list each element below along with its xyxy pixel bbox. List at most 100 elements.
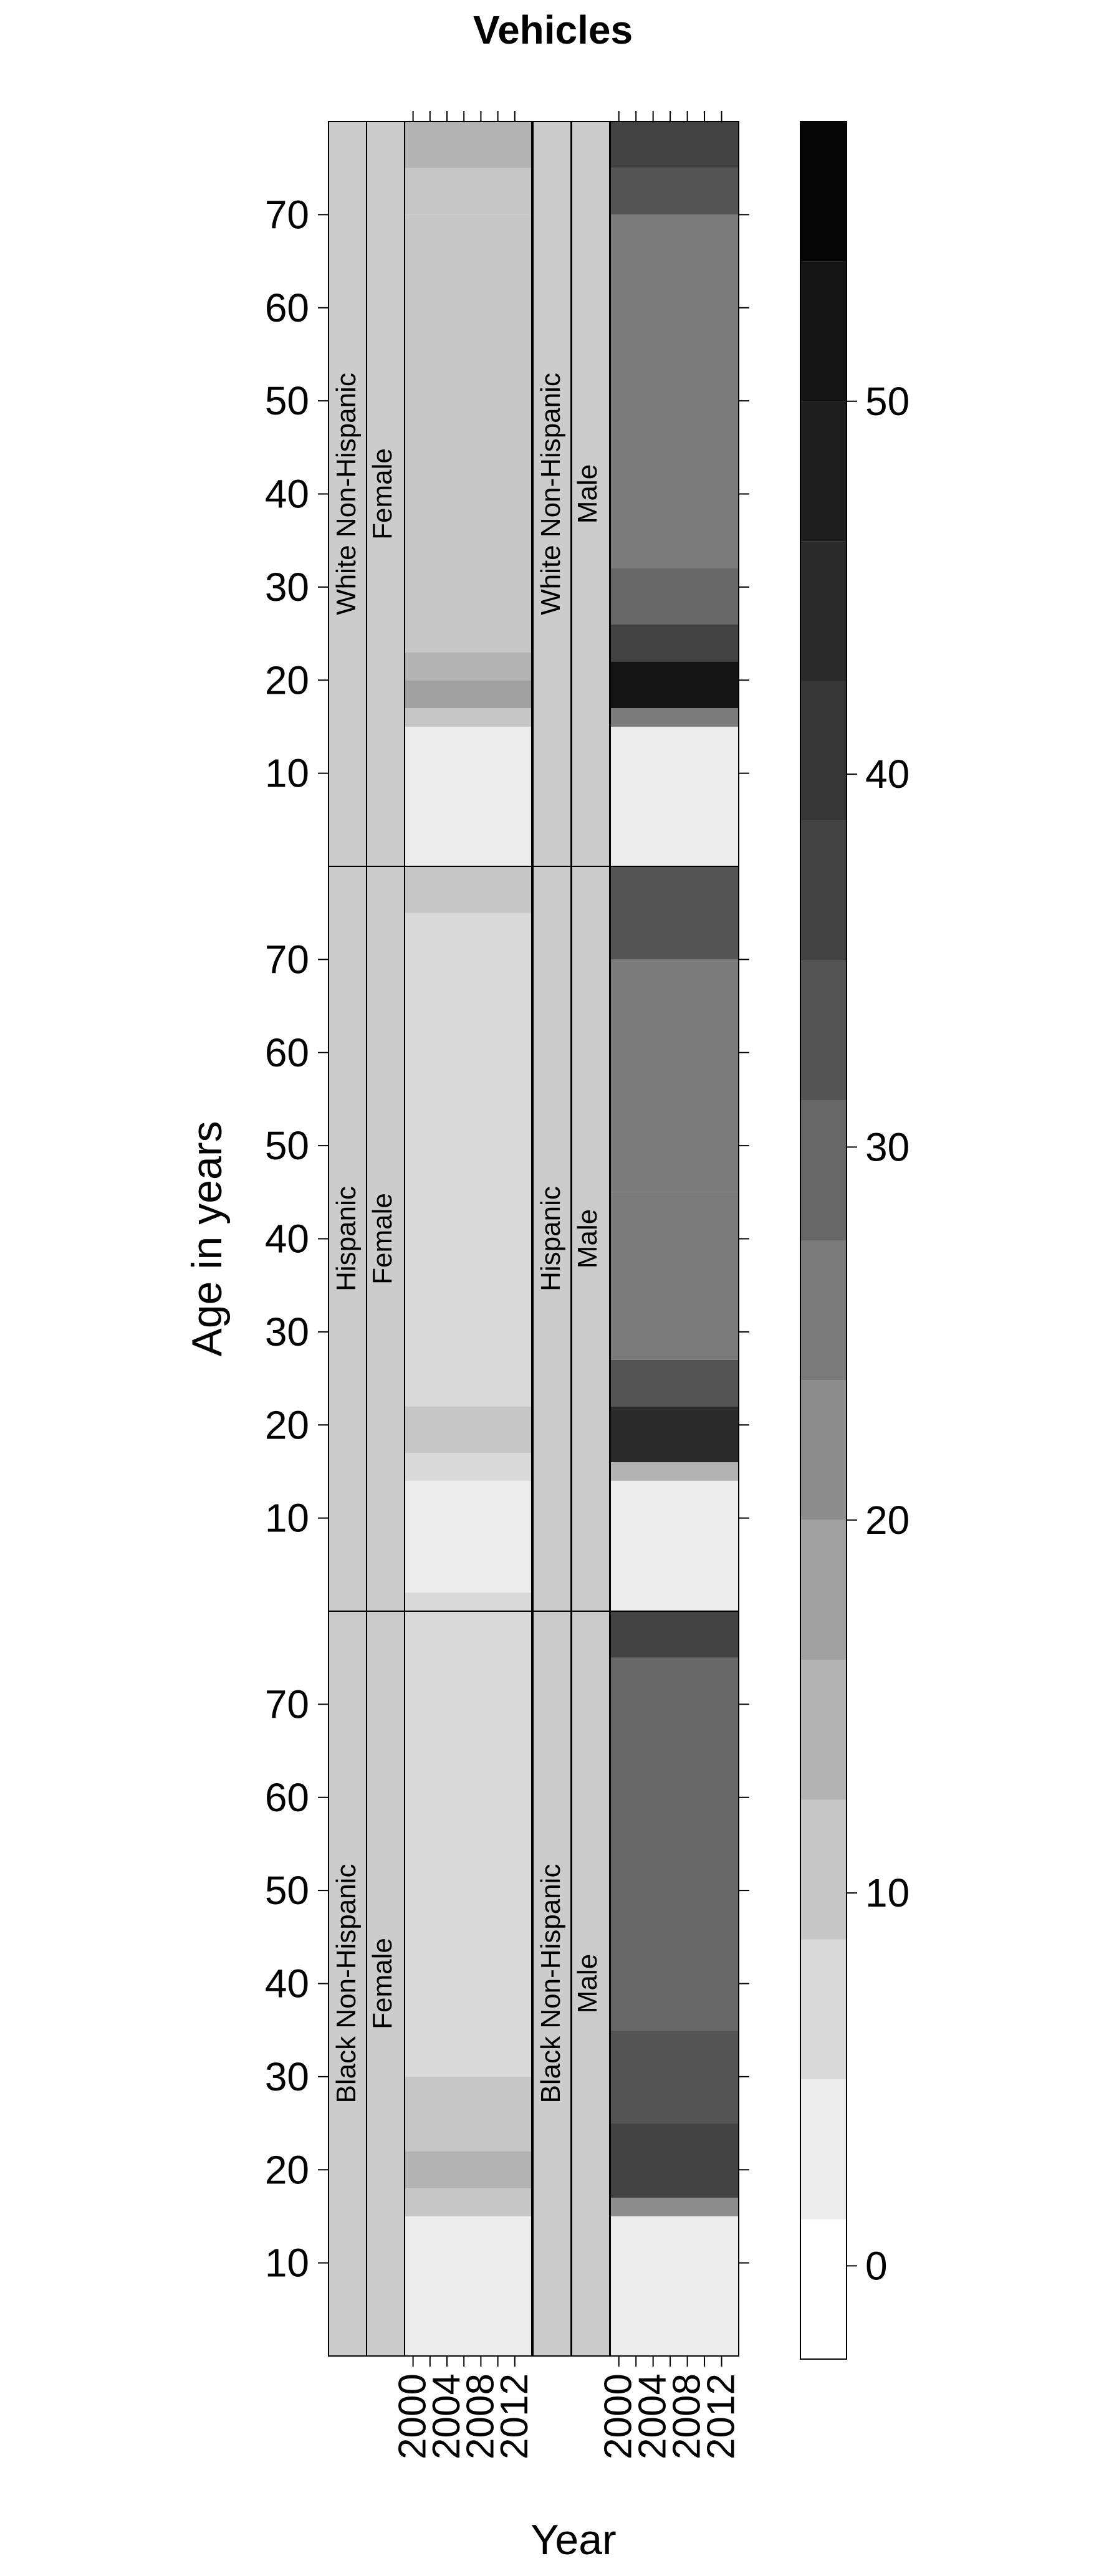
- strip-label-sex: Male: [572, 1209, 603, 1268]
- y-tick-label: 20: [265, 2147, 309, 2192]
- heat-cell: [610, 708, 739, 727]
- colorbar-border: [800, 121, 847, 2360]
- heat-cell: [610, 1657, 739, 2031]
- heat-cell: [405, 652, 532, 681]
- colorbar-tick-label: 20: [865, 1498, 910, 1543]
- heat-cell: [405, 2337, 532, 2356]
- y-tick-label: 10: [265, 2241, 309, 2286]
- strip-label-ethnicity: White Non-Hispanic: [535, 373, 566, 615]
- panel: White Non-Hispanic Female: [328, 121, 532, 867]
- colorbar-swatch: [800, 2079, 847, 2219]
- panel: Hispanic Male: [532, 866, 739, 1612]
- heat-cell: [610, 2030, 739, 2124]
- chart-title: Vehicles: [473, 7, 633, 52]
- panel: Hispanic Female: [328, 866, 532, 1612]
- heat-cell: [610, 1406, 739, 1462]
- heat-cell: [405, 1611, 532, 2077]
- strip-label-sex: Male: [572, 464, 603, 524]
- strip-ethnicity: [328, 1611, 367, 2357]
- y-tick-label: 10: [265, 1496, 309, 1541]
- panel: Black Non-Hispanic Female: [328, 1611, 532, 2357]
- strip-sex: [366, 1611, 405, 2357]
- panel-border: [404, 1611, 532, 2357]
- colorbar-tick-label: 10: [865, 1870, 910, 1915]
- heat-cell: [610, 168, 739, 215]
- y-tick-label: 70: [265, 192, 309, 237]
- y-tick-label: 20: [265, 658, 309, 702]
- colorbar-swatch: [800, 261, 847, 401]
- colorbar-swatch: [800, 1799, 847, 1940]
- x-tick-label: 2000: [597, 2373, 640, 2459]
- heat-cell: [610, 1192, 739, 1360]
- heat-cell: [610, 2123, 739, 2198]
- y-tick-label: 50: [265, 378, 309, 423]
- y-tick-label: 50: [265, 1123, 309, 1168]
- heat-cell: [610, 2198, 739, 2216]
- x-tick-label: 2012: [700, 2373, 743, 2459]
- y-tick-label: 40: [265, 1217, 309, 1262]
- strip-ethnicity: [532, 1611, 572, 2357]
- colorbar-swatch: [800, 1520, 847, 1660]
- heat-cell: [405, 168, 532, 215]
- panel-grid: White Non-Hispanic Female White Non-Hispan…: [328, 121, 739, 2357]
- heat-cell: [405, 2151, 532, 2189]
- strip-label-ethnicity: Hispanic: [331, 1186, 362, 1291]
- heat-cell: [405, 680, 532, 709]
- y-tick-label: 70: [265, 1682, 309, 1726]
- heat-cell: [405, 1453, 532, 1481]
- colorbar-swatch: [800, 2219, 847, 2359]
- strip-label-sex: Female: [367, 448, 398, 540]
- x-tick-label: 2008: [459, 2373, 502, 2459]
- strip-ethnicity: [328, 121, 367, 867]
- heat-cell: [610, 624, 739, 662]
- strip-sex: [571, 121, 610, 867]
- strip-label-ethnicity: Black Non-Hispanic: [535, 1864, 566, 2104]
- heat-cell: [610, 1480, 739, 1611]
- strip-sex: [571, 1611, 610, 2357]
- colorbar-swatch: [800, 1240, 847, 1381]
- colorbar-swatch: [800, 681, 847, 821]
- colorbar: 0 10 20 30 40 50: [800, 121, 910, 2360]
- colorbar-swatch: [800, 541, 847, 681]
- colorbar-swatch: [800, 1939, 847, 2080]
- heat-cell: [405, 2216, 532, 2338]
- y-tick-label: 40: [265, 1961, 309, 2006]
- y-tick-label: 40: [265, 472, 309, 517]
- heat-cell: [405, 214, 532, 653]
- colorbar-swatch: [800, 960, 847, 1101]
- y-tick-label: 60: [265, 1030, 309, 1075]
- heat-cell: [610, 1462, 739, 1481]
- y-tick-label: 20: [265, 1402, 309, 1447]
- strip-label-sex: Female: [367, 1193, 398, 1285]
- strip-label-ethnicity: Black Non-Hispanic: [331, 1864, 362, 2104]
- colorbar-tick-label: 30: [865, 1124, 910, 1169]
- heat-cell: [610, 122, 739, 168]
- heat-cell: [610, 214, 739, 568]
- panel: Black Non-Hispanic Male: [532, 1611, 739, 2357]
- y-tick-label: 70: [265, 937, 309, 982]
- colorbar-tick-label: 50: [865, 379, 910, 424]
- heat-cell: [610, 1359, 739, 1407]
- heat-cell: [610, 1611, 739, 1658]
- x-tick-label: 2000: [391, 2373, 434, 2459]
- y-tick-label: 10: [265, 751, 309, 796]
- heat-cell: [405, 708, 532, 727]
- colorbar-tick-label: 40: [865, 752, 910, 797]
- colorbar-tick-label: 0: [865, 2243, 888, 2288]
- colorbar-swatch: [800, 820, 847, 961]
- heat-cell: [405, 2188, 532, 2216]
- x-tick-label: 2008: [666, 2373, 709, 2459]
- heat-cell: [405, 726, 532, 866]
- colorbar-swatch: [800, 122, 847, 262]
- heat-cell: [610, 2216, 739, 2356]
- heat-cell: [405, 912, 532, 1407]
- heat-cell: [405, 2076, 532, 2152]
- y-tick-label: 30: [265, 2054, 309, 2099]
- y-tick-label: 60: [265, 285, 309, 330]
- x-tick-label: 2012: [493, 2373, 536, 2459]
- y-tick-label: 50: [265, 1868, 309, 1913]
- strip-sex: [366, 121, 405, 867]
- heat-cell: [610, 661, 739, 709]
- panel: White Non-Hispanic Male: [532, 121, 739, 867]
